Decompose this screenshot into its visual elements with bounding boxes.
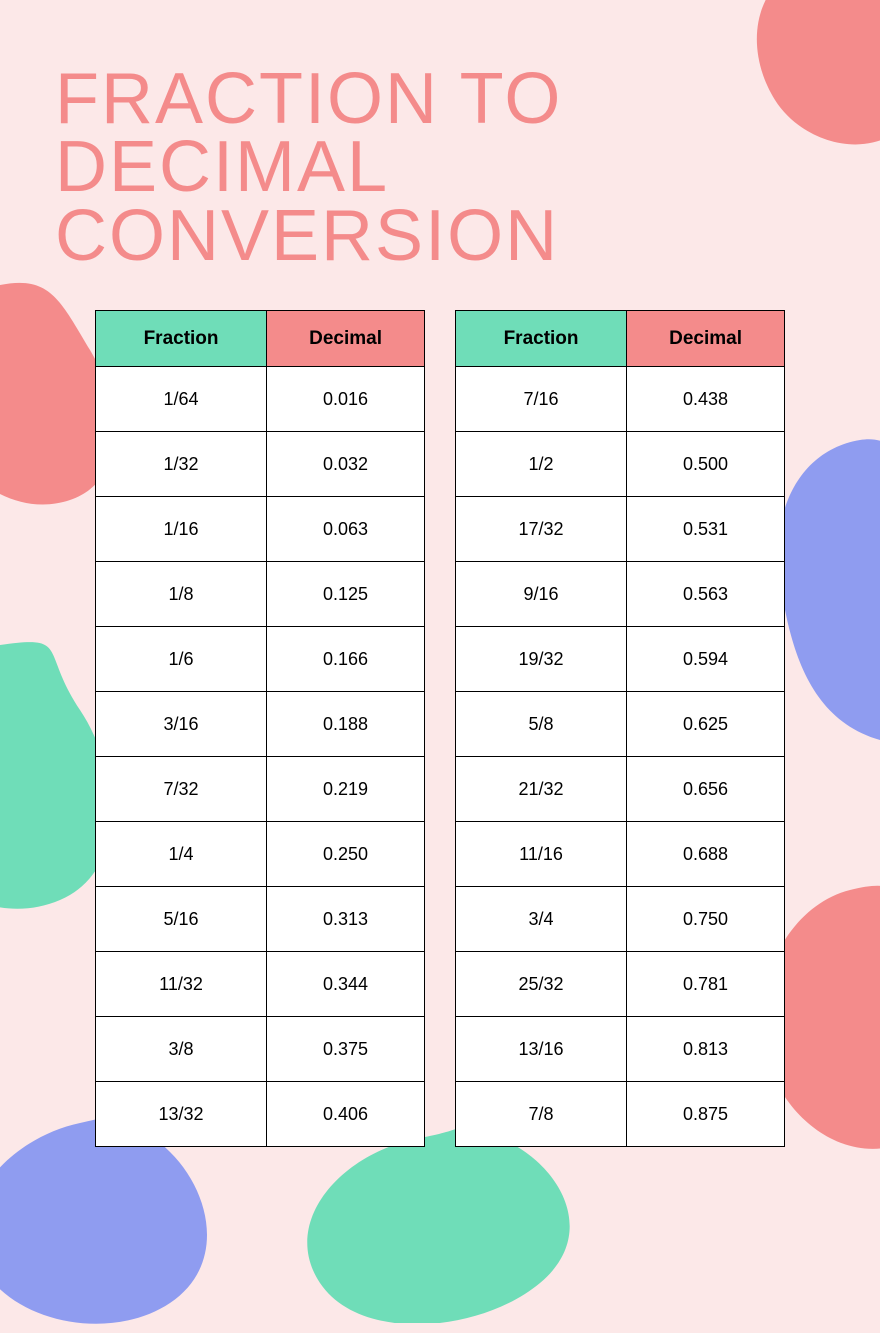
table-row: 7/320.219 bbox=[96, 757, 425, 822]
fraction-cell: 1/8 bbox=[96, 562, 267, 627]
header-fraction: Fraction bbox=[96, 311, 267, 367]
fraction-cell: 3/4 bbox=[456, 887, 627, 952]
table-row: 19/320.594 bbox=[456, 627, 785, 692]
decimal-cell: 0.250 bbox=[267, 822, 425, 887]
table-row: 21/320.656 bbox=[456, 757, 785, 822]
page-title: FRACTION TO DECIMAL CONVERSION bbox=[55, 65, 825, 270]
decimal-cell: 0.563 bbox=[627, 562, 785, 627]
decimal-cell: 0.500 bbox=[627, 432, 785, 497]
decimal-cell: 0.313 bbox=[267, 887, 425, 952]
table-row: 3/160.188 bbox=[96, 692, 425, 757]
decimal-cell: 0.219 bbox=[267, 757, 425, 822]
table-row: 11/160.688 bbox=[456, 822, 785, 887]
header-fraction: Fraction bbox=[456, 311, 627, 367]
table-row: 5/160.313 bbox=[96, 887, 425, 952]
decimal-cell: 0.438 bbox=[627, 367, 785, 432]
table-body-left: 1/640.0161/320.0321/160.0631/80.1251/60.… bbox=[96, 367, 425, 1147]
decimal-cell: 0.344 bbox=[267, 952, 425, 1017]
fraction-cell: 1/4 bbox=[96, 822, 267, 887]
table-row: 7/160.438 bbox=[456, 367, 785, 432]
decimal-cell: 0.375 bbox=[267, 1017, 425, 1082]
header-decimal: Decimal bbox=[267, 311, 425, 367]
decimal-cell: 0.594 bbox=[627, 627, 785, 692]
table-row: 11/320.344 bbox=[96, 952, 425, 1017]
decimal-cell: 0.781 bbox=[627, 952, 785, 1017]
fraction-cell: 1/32 bbox=[96, 432, 267, 497]
decimal-cell: 0.188 bbox=[267, 692, 425, 757]
fraction-cell: 7/8 bbox=[456, 1082, 627, 1147]
page-content: FRACTION TO DECIMAL CONVERSION Fraction … bbox=[0, 0, 880, 1212]
fraction-cell: 21/32 bbox=[456, 757, 627, 822]
fraction-cell: 1/6 bbox=[96, 627, 267, 692]
title-line-2: CONVERSION bbox=[55, 196, 559, 276]
fraction-cell: 25/32 bbox=[456, 952, 627, 1017]
fraction-cell: 13/16 bbox=[456, 1017, 627, 1082]
table-row: 5/80.625 bbox=[456, 692, 785, 757]
tables-container: Fraction Decimal 1/640.0161/320.0321/160… bbox=[55, 310, 825, 1147]
table-row: 1/640.016 bbox=[96, 367, 425, 432]
conversion-table-right: Fraction Decimal 7/160.4381/20.50017/320… bbox=[455, 310, 785, 1147]
fraction-cell: 3/16 bbox=[96, 692, 267, 757]
decimal-cell: 0.875 bbox=[627, 1082, 785, 1147]
table-row: 1/320.032 bbox=[96, 432, 425, 497]
fraction-cell: 1/2 bbox=[456, 432, 627, 497]
decimal-cell: 0.813 bbox=[627, 1017, 785, 1082]
fraction-cell: 11/32 bbox=[96, 952, 267, 1017]
decimal-cell: 0.063 bbox=[267, 497, 425, 562]
fraction-cell: 5/16 bbox=[96, 887, 267, 952]
table-body-right: 7/160.4381/20.50017/320.5319/160.56319/3… bbox=[456, 367, 785, 1147]
decimal-cell: 0.032 bbox=[267, 432, 425, 497]
table-row: 13/160.813 bbox=[456, 1017, 785, 1082]
conversion-table-left: Fraction Decimal 1/640.0161/320.0321/160… bbox=[95, 310, 425, 1147]
table-row: 3/40.750 bbox=[456, 887, 785, 952]
table-row: 13/320.406 bbox=[96, 1082, 425, 1147]
fraction-cell: 11/16 bbox=[456, 822, 627, 887]
decimal-cell: 0.406 bbox=[267, 1082, 425, 1147]
decimal-cell: 0.166 bbox=[267, 627, 425, 692]
table-row: 1/160.063 bbox=[96, 497, 425, 562]
fraction-cell: 13/32 bbox=[96, 1082, 267, 1147]
fraction-cell: 5/8 bbox=[456, 692, 627, 757]
table-row: 7/80.875 bbox=[456, 1082, 785, 1147]
fraction-cell: 1/64 bbox=[96, 367, 267, 432]
table-row: 1/20.500 bbox=[456, 432, 785, 497]
title-line-1: FRACTION TO DECIMAL bbox=[55, 59, 562, 207]
table-row: 25/320.781 bbox=[456, 952, 785, 1017]
table-row: 3/80.375 bbox=[96, 1017, 425, 1082]
fraction-cell: 9/16 bbox=[456, 562, 627, 627]
table-row: 1/40.250 bbox=[96, 822, 425, 887]
table-row: 17/320.531 bbox=[456, 497, 785, 562]
fraction-cell: 7/16 bbox=[456, 367, 627, 432]
fraction-cell: 3/8 bbox=[96, 1017, 267, 1082]
decimal-cell: 0.750 bbox=[627, 887, 785, 952]
decimal-cell: 0.656 bbox=[627, 757, 785, 822]
fraction-cell: 1/16 bbox=[96, 497, 267, 562]
decimal-cell: 0.016 bbox=[267, 367, 425, 432]
fraction-cell: 19/32 bbox=[456, 627, 627, 692]
table-row: 1/60.166 bbox=[96, 627, 425, 692]
header-decimal: Decimal bbox=[627, 311, 785, 367]
fraction-cell: 7/32 bbox=[96, 757, 267, 822]
decimal-cell: 0.625 bbox=[627, 692, 785, 757]
decimal-cell: 0.125 bbox=[267, 562, 425, 627]
table-row: 9/160.563 bbox=[456, 562, 785, 627]
table-row: 1/80.125 bbox=[96, 562, 425, 627]
decimal-cell: 0.531 bbox=[627, 497, 785, 562]
fraction-cell: 17/32 bbox=[456, 497, 627, 562]
decimal-cell: 0.688 bbox=[627, 822, 785, 887]
